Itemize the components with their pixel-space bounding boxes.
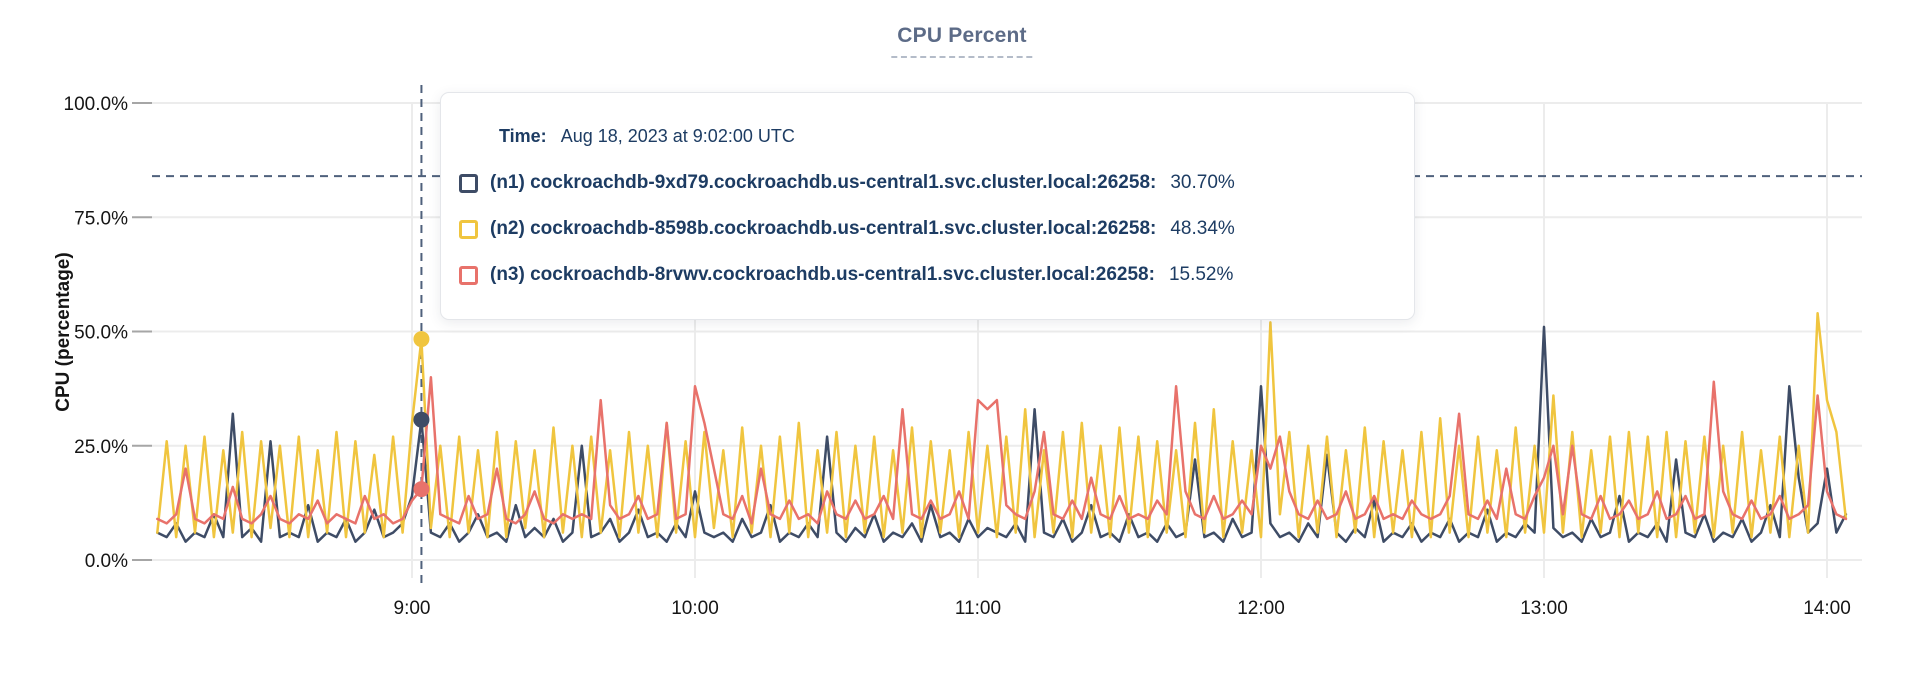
hover-dot-n3 — [413, 481, 430, 498]
tooltip-series-label: (n3) cockroachdb-8rvwv.cockroachdb.us-ce… — [490, 264, 1155, 285]
tooltip-series-value: 15.52% — [1168, 264, 1234, 285]
x-tick-label: 10:00 — [671, 598, 719, 619]
hover-dot-n2 — [413, 331, 430, 348]
y-tick-label: 100.0% — [64, 94, 129, 115]
tooltip-time-label: Time: — [499, 126, 547, 146]
series-line-n1 — [156, 325, 1848, 543]
hover-dot-n1 — [413, 411, 430, 428]
y-tick-label: 0.0% — [85, 551, 128, 572]
tooltip-series-label: (n2) cockroachdb-8598b.cockroachdb.us-ce… — [490, 218, 1157, 239]
series-swatch-n3-icon — [459, 265, 478, 285]
y-tick-label: 50.0% — [74, 323, 128, 344]
x-tick-label: 11:00 — [955, 598, 1001, 619]
tooltip-series-label: (n1) cockroachdb-9xd79.cockroachdb.us-ce… — [490, 172, 1157, 193]
tooltip-series-value: 48.34% — [1170, 218, 1235, 239]
tooltip-time-row: Time: Aug 18, 2023 at 9:02:00 UTC — [499, 126, 795, 147]
series-line-n3 — [156, 375, 1848, 525]
y-tick-label: 75.0% — [74, 208, 128, 229]
x-tick-label: 9:00 — [394, 598, 431, 619]
tooltip-series-row-n3: (n3) cockroachdb-8rvwv.cockroachdb.us-ce… — [459, 264, 1233, 286]
tooltip-series-row-n1: (n1) cockroachdb-9xd79.cockroachdb.us-ce… — [459, 172, 1235, 194]
series-line-n2 — [156, 311, 1848, 539]
tooltip-series-value: 30.70% — [1170, 172, 1235, 193]
x-tick-label: 13:00 — [1520, 598, 1568, 619]
x-tick-label: 12:00 — [1237, 598, 1285, 619]
chart-title[interactable]: CPU Percent — [891, 24, 1033, 58]
series-swatch-n1-icon — [459, 173, 478, 193]
hover-tooltip: Time: Aug 18, 2023 at 9:02:00 UTC (n1) co… — [440, 92, 1415, 320]
tooltip-series-row-n2: (n2) cockroachdb-8598b.cockroachdb.us-ce… — [459, 218, 1235, 240]
tooltip-time-value: Aug 18, 2023 at 9:02:00 UTC — [560, 126, 795, 146]
y-tick-label: 25.0% — [74, 437, 128, 458]
series-swatch-n2-icon — [459, 219, 478, 239]
x-tick-label: 14:00 — [1803, 598, 1851, 619]
